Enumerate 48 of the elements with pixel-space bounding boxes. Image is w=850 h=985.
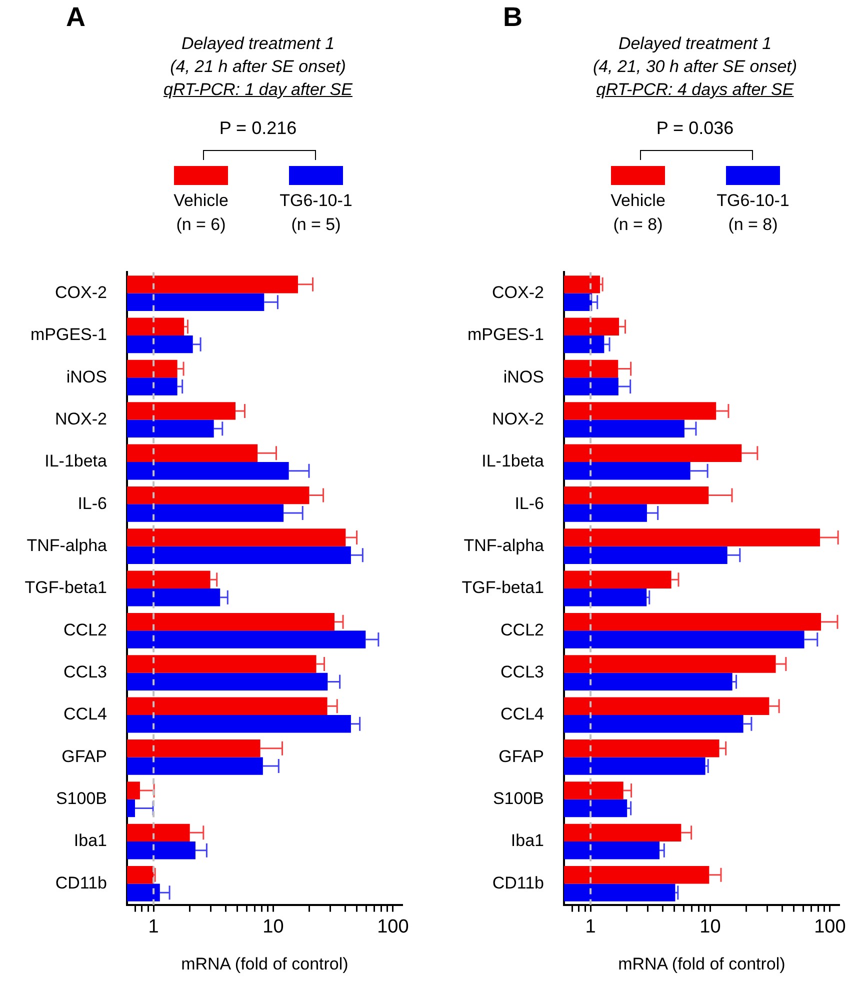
y-tick-label: COX-2 (55, 282, 107, 302)
y-tick-label: mPGES-1 (30, 325, 107, 344)
y-tick-label: IL-1beta (44, 452, 108, 471)
chart-title: A (66, 2, 86, 33)
y-tick-label: mPGES-1 (467, 325, 544, 344)
legend-label: TG6-10-1 (n = 5) (278, 190, 354, 236)
x-axis-title: mRNA (fold of control) (618, 954, 786, 974)
x-axis-title: mRNA (fold of control) (181, 954, 348, 974)
y-tick-label: TGF-beta1 (24, 578, 107, 598)
x-tick-label: 1 (148, 916, 159, 938)
y-tick-label: COX-2 (492, 282, 544, 302)
y-tick-label: IL-1beta (482, 452, 545, 471)
y-tick-label: NOX-2 (492, 409, 544, 428)
y-tick-label: CD11b (492, 873, 544, 892)
y-tick-label: IL-6 (514, 494, 544, 513)
y-tick-label: CCL3 (500, 662, 544, 682)
y-tick-label: GFAP (498, 746, 544, 766)
y-tick-label: GFAP (62, 746, 107, 766)
y-tick-label: S100B (56, 789, 107, 808)
x-tick-label: 10 (262, 916, 284, 938)
y-tick-label: iNOS (66, 367, 107, 386)
x-tick-label: 1 (585, 916, 596, 938)
legend-label: TG6-10-1 (n = 8) (716, 190, 790, 236)
chart-subtitle: Delayed treatment 1 (4, 21 h after SE onset) qRT-PCR: 1 day after SE (162, 33, 354, 101)
y-tick-label: CD11b (55, 873, 107, 892)
text: P = 0.036 (655, 118, 735, 139)
x-tick-label: 100 (377, 916, 409, 938)
y-tick-label: NOX-2 (55, 409, 107, 428)
chart-subtitle: Delayed treatment 1 (4, 21, 30 h after SE onset) qRT-PCR: 4 days after SE (592, 33, 798, 101)
text: P = 0.216 (218, 118, 298, 139)
chart-title: B (503, 2, 522, 33)
y-tick-label: Iba1 (74, 831, 107, 850)
y-tick-label: IL-6 (78, 494, 107, 513)
y-tick-label: TGF-beta1 (462, 578, 544, 598)
y-tick-label: TNF-alpha (26, 536, 108, 556)
legend-label: Vehicle (n = 8) (610, 190, 666, 236)
y-tick-label: CCL2 (64, 620, 107, 640)
x-tick-label: 10 (700, 916, 721, 938)
y-tick-label: CCL4 (64, 704, 107, 724)
y-tick-label: TNF-alpha (464, 536, 545, 556)
y-tick-label: CCL3 (64, 662, 107, 682)
x-tick-label: 100 (814, 916, 846, 938)
y-tick-label: Iba1 (510, 831, 544, 850)
legend-label: Vehicle (n = 6) (172, 190, 230, 236)
y-tick-label: S100B (492, 789, 544, 808)
y-tick-label: iNOS (503, 367, 544, 386)
y-tick-label: CCL4 (500, 704, 544, 724)
y-tick-label: CCL2 (500, 620, 544, 640)
